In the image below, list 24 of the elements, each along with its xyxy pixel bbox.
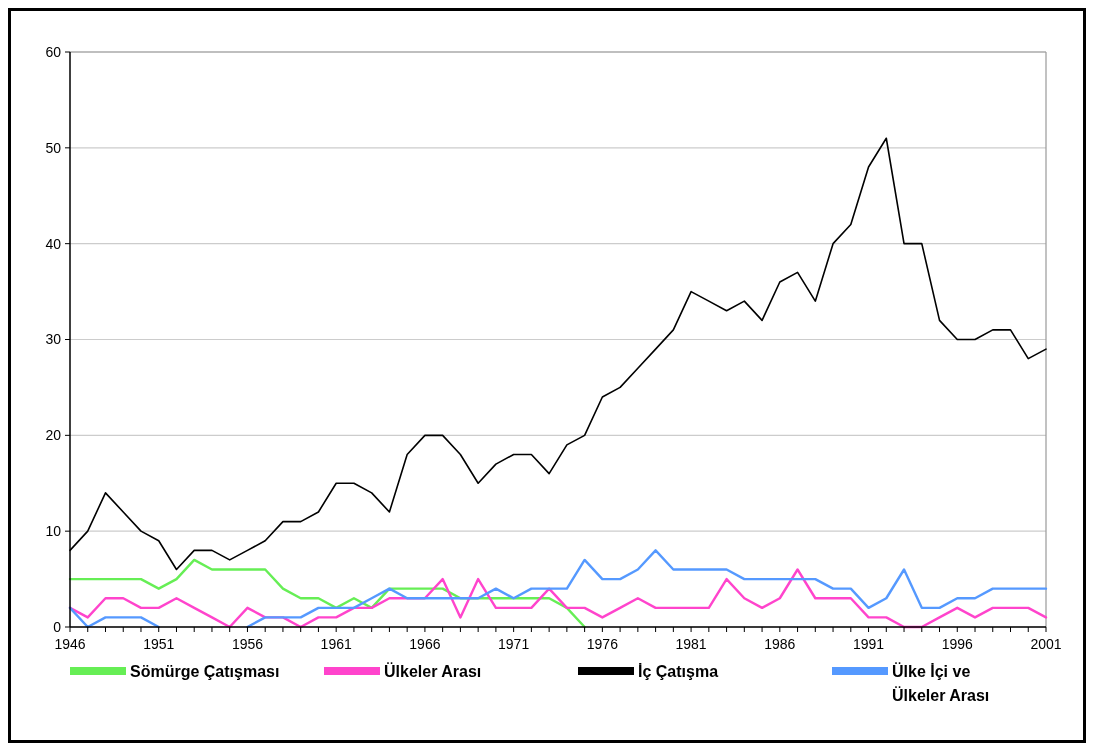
x-tick-label: 1946 (54, 636, 86, 652)
x-tick-label: 1996 (941, 636, 974, 652)
x-tick-label: 1976 (586, 636, 619, 652)
line-series (68, 558, 586, 629)
y-tick-label: 60 (45, 43, 62, 60)
y-tick-label: 30 (45, 331, 62, 348)
legend-label: Ülke İçi ve Ülkeler Arası (892, 662, 990, 704)
x-tick-label: 1981 (675, 636, 707, 652)
y-tick-label: 10 (45, 523, 62, 540)
x-tick-label: 1961 (320, 636, 352, 652)
legend-label: Sömürge Çatışması (130, 663, 280, 680)
x-tick-label: 2001 (1030, 636, 1062, 652)
x-tick-label: 1991 (852, 636, 885, 652)
x-tick-label: 1951 (143, 636, 175, 652)
y-tick-label: 0 (53, 618, 62, 635)
x-tick-label: 1986 (764, 636, 796, 652)
legend-label: Ülkeler Arası (384, 662, 482, 680)
x-tick-label: 1966 (409, 636, 441, 652)
legend-label: İç Çatışma (638, 663, 719, 680)
y-tick-label: 50 (45, 139, 62, 156)
y-tick-label: 20 (45, 427, 62, 444)
y-tick-label: 40 (45, 235, 62, 252)
x-tick-label: 1971 (498, 636, 530, 652)
x-tick-label: 1956 (231, 636, 264, 652)
